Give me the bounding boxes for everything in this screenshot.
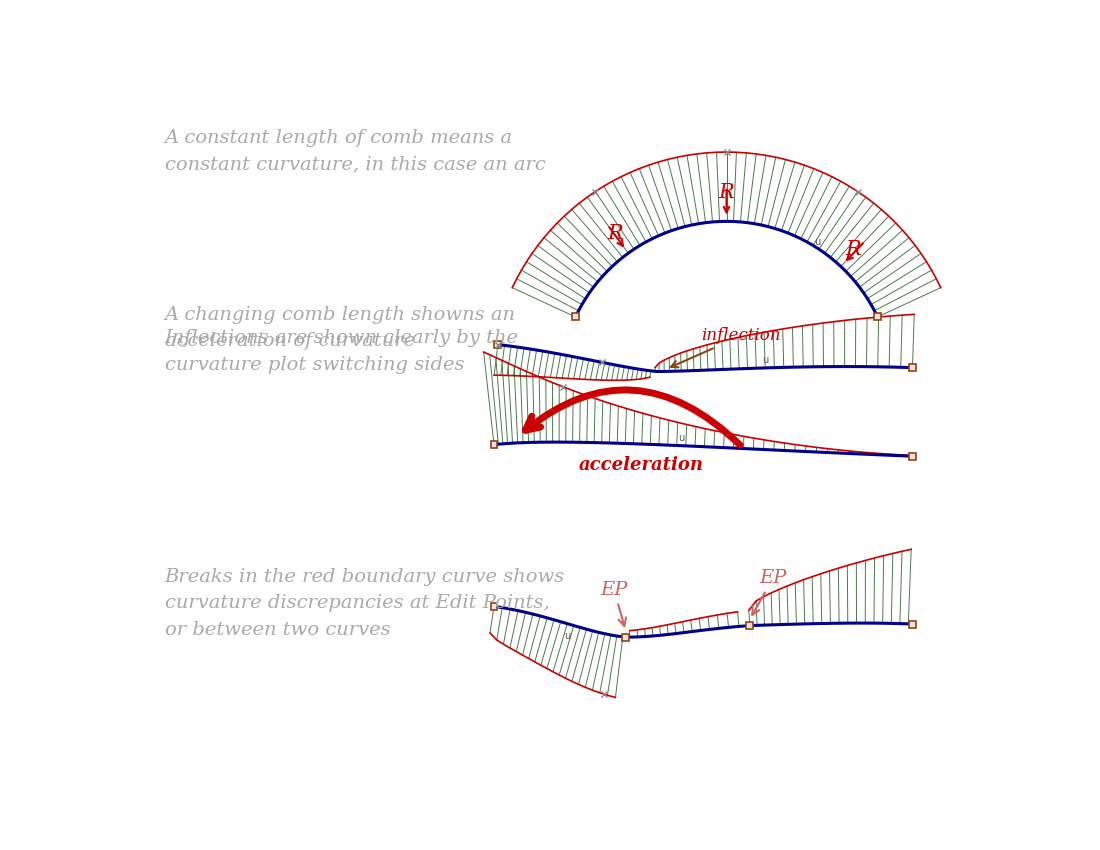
Text: u: u xyxy=(564,632,571,642)
Bar xyxy=(491,441,497,448)
Bar xyxy=(909,453,916,460)
Text: A constant length of comb means a
constant curvature, in this case an arc: A constant length of comb means a consta… xyxy=(165,129,546,173)
Bar xyxy=(874,314,881,320)
Text: EP: EP xyxy=(752,570,786,615)
Text: u: u xyxy=(678,433,684,443)
Bar xyxy=(746,622,754,629)
Text: R: R xyxy=(845,241,861,259)
Text: R: R xyxy=(607,224,624,243)
Text: u: u xyxy=(814,237,821,247)
Text: acceleration: acceleration xyxy=(579,456,704,474)
Bar xyxy=(909,364,916,371)
Bar xyxy=(909,620,916,627)
Text: Breaks in the red boundary curve shows
curvature discrepancies at Edit Points,
o: Breaks in the red boundary curve shows c… xyxy=(165,568,565,638)
Bar xyxy=(623,634,629,641)
Bar xyxy=(491,603,497,609)
Text: u: u xyxy=(762,354,768,365)
Text: Inflections are shown clearly by the
curvature plot switching sides: Inflections are shown clearly by the cur… xyxy=(165,329,518,373)
Text: inflection: inflection xyxy=(671,327,781,367)
Text: EP: EP xyxy=(601,581,628,626)
Text: A changing comb length showns an
acceleration of curvature: A changing comb length showns an acceler… xyxy=(165,306,516,350)
Bar xyxy=(572,314,579,320)
Text: R: R xyxy=(718,184,735,202)
Bar xyxy=(494,341,502,348)
